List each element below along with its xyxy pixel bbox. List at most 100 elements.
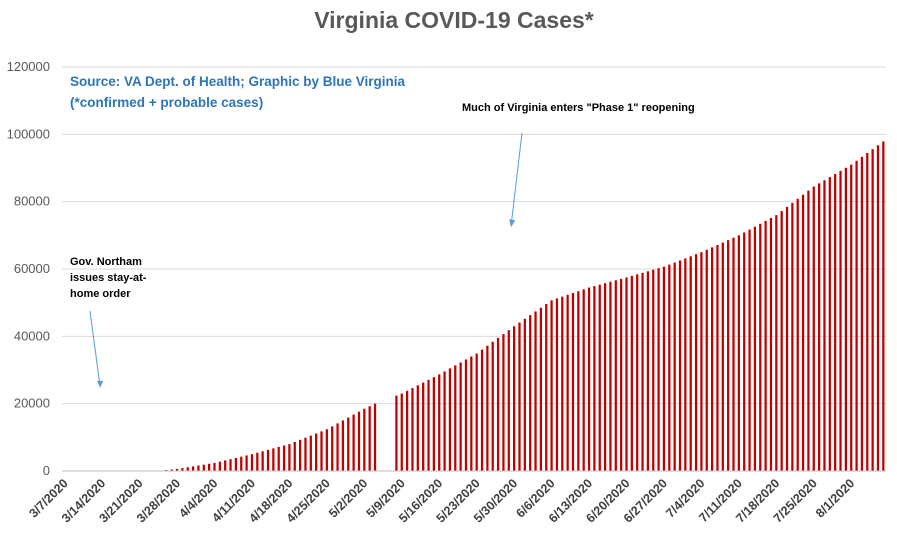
bars [159,141,885,472]
y-tick-label: 60000 [14,261,50,276]
bar [839,170,842,471]
bar [603,283,607,471]
bar [539,307,543,471]
bar [732,237,735,471]
bar [256,452,259,471]
bar [282,445,286,471]
y-tick-label: 0 [43,463,50,478]
bar [657,268,660,471]
bar [737,235,740,471]
stay-at-home-annotation: Gov. Northam issues stay-at-home order [70,256,147,388]
bar [743,232,746,471]
bar [288,444,291,471]
bar [395,395,398,471]
bar [555,298,559,471]
cases-note: (*confirmed + probable cases) [70,95,263,110]
bar [443,371,446,471]
bar [561,296,564,471]
annotations: Gov. Northam issues stay-at-home order Muc… [70,102,695,388]
annotation-line: issues stay-at- [70,272,147,284]
bar [234,457,238,471]
bar [545,304,548,471]
bar [662,266,666,471]
bar [801,194,805,471]
bar [700,252,703,471]
bar [480,349,484,471]
bar [454,365,457,471]
bar [191,466,195,471]
y-tick-label: 120000 [7,59,50,74]
bar [464,359,468,471]
bar [315,433,318,471]
bar [165,469,168,471]
bar [721,242,724,471]
bar [764,220,767,471]
bar [170,469,173,471]
bar [518,322,521,471]
bar [298,439,302,471]
annotation-line: Gov. Northam [70,256,142,268]
bar [272,448,275,471]
bar [593,286,596,471]
bar [582,289,585,471]
bar [646,271,650,471]
bar [405,390,409,471]
bar [882,141,885,471]
bar [202,464,205,471]
bar [641,272,644,471]
bar [785,206,789,471]
bar [769,218,773,471]
bar [598,284,601,471]
bar [652,269,655,471]
bar [571,293,575,471]
bar [684,258,687,471]
bar [876,145,880,471]
bar [812,186,815,471]
bar [753,226,757,471]
bar [502,334,505,471]
bar [705,249,708,471]
bar [432,377,435,471]
bar [266,449,270,471]
bar [625,277,628,471]
x-tick-label: 5/2/2020 [326,476,370,520]
bar [507,330,510,471]
bar [325,429,328,471]
bar [475,353,478,471]
phase1-arrow [510,132,523,226]
bar [823,180,826,471]
bar [250,454,254,471]
bar [678,260,682,471]
bar [411,388,414,471]
x-tick-label: 8/1/2020 [813,476,857,520]
bar [186,467,189,471]
bar [748,229,751,471]
bar [727,240,730,471]
bar [710,247,714,471]
bar [363,408,366,471]
bar [673,262,676,471]
source-note: Source: VA Dept. of Health; Graphic by B… [70,74,406,89]
bar [373,403,377,471]
bar [614,280,617,471]
bar [689,256,692,471]
bar [780,211,783,472]
bar [304,437,307,471]
bar [197,465,200,471]
grid-lines [62,66,886,405]
bar [486,345,489,471]
bar [850,164,853,471]
stay-at-home-arrow [89,310,101,387]
bar [208,463,211,471]
y-tick-label: 80000 [14,194,50,209]
bar [855,160,858,471]
bar [261,451,264,471]
bar [422,382,425,471]
y-tick-label: 40000 [14,328,50,343]
bar [352,414,355,471]
bar [523,318,526,471]
bar [577,291,580,471]
bar [341,420,345,471]
annotation-line: home order [70,288,131,300]
